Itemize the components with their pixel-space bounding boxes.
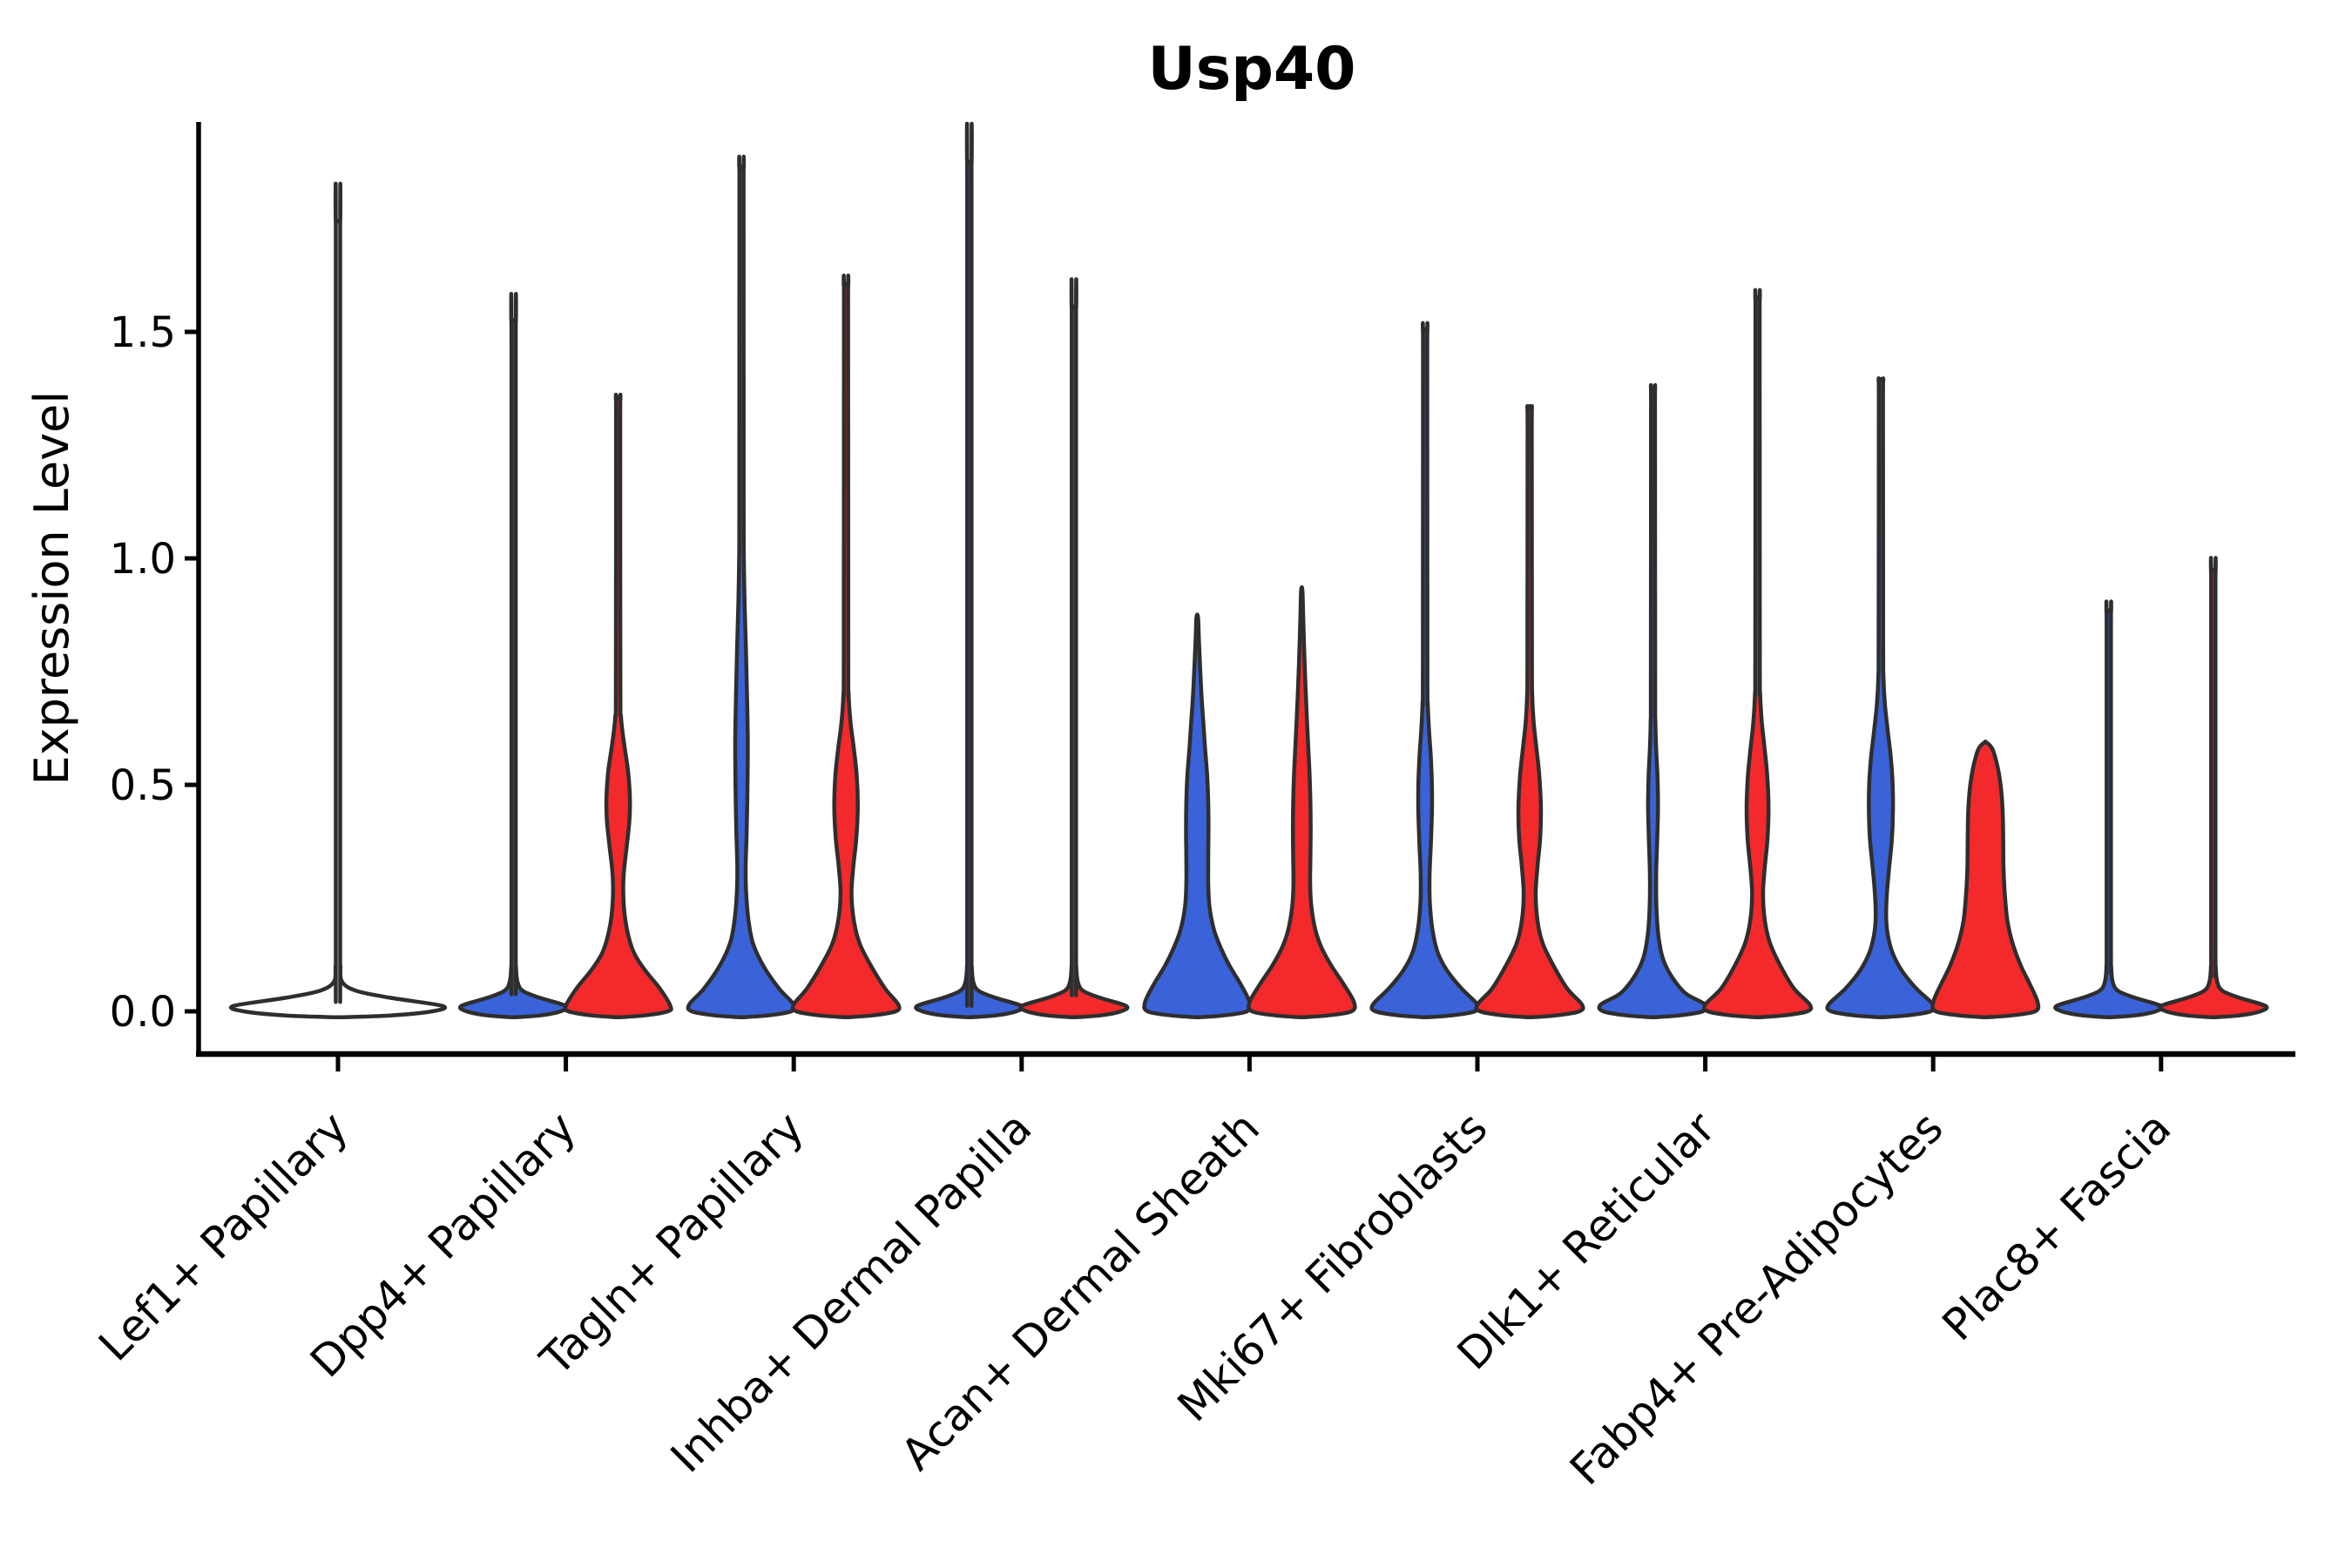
violin-lef1-papillary-single: [228, 181, 448, 1020]
violin-acan-dermal-sheath-red: [1247, 585, 1357, 1020]
chart-title: Usp40: [1148, 35, 1356, 104]
violin-dpp4-papillary-red: [563, 392, 673, 1020]
violin-inhba-dermal-papilla-blue: [914, 121, 1025, 1020]
x-tick-label: Inhba+ Dermal Papilla: [661, 1102, 1041, 1482]
y-tick-label: 0.5: [110, 761, 176, 810]
violin-mki67-fibroblasts-red: [1474, 404, 1585, 1020]
x-tick-label: Lef1+ Papillary: [89, 1102, 357, 1370]
violin-inhba-dermal-papilla-red: [1018, 277, 1130, 1020]
y-tick-label: 0.0: [110, 988, 176, 1037]
x-tick-label: Plac8+ Fascia: [1933, 1102, 2181, 1350]
violin-fabp4-pre-adipocytes-blue: [1825, 376, 1936, 1020]
violin-dpp4-papillary-blue: [457, 292, 570, 1020]
violin-dlk1-reticular-blue: [1597, 382, 1709, 1020]
x-tick-label: Fabp4+ Pre-Adipocytes: [1560, 1102, 1953, 1495]
violin-dlk1-reticular-red: [1701, 287, 1814, 1020]
axes-layer: [185, 122, 2295, 1071]
violin-tagln-papillary-red: [790, 274, 902, 1020]
violin-plac8-fascia-red: [2158, 556, 2269, 1020]
y-axis-label: Expression Level: [24, 391, 79, 786]
y-tick-label: 1.5: [110, 308, 176, 357]
violin-tagln-papillary-blue: [686, 154, 797, 1020]
violin-acan-dermal-sheath-blue: [1142, 612, 1253, 1020]
violin-mki67-fibroblasts-blue: [1369, 321, 1481, 1020]
violin-plac8-fascia-blue: [2053, 599, 2165, 1020]
violin-fabp4-pre-adipocytes-red: [1930, 740, 2041, 1020]
violin-layer: [228, 121, 2269, 1020]
y-tick-label: 1.0: [110, 535, 176, 584]
